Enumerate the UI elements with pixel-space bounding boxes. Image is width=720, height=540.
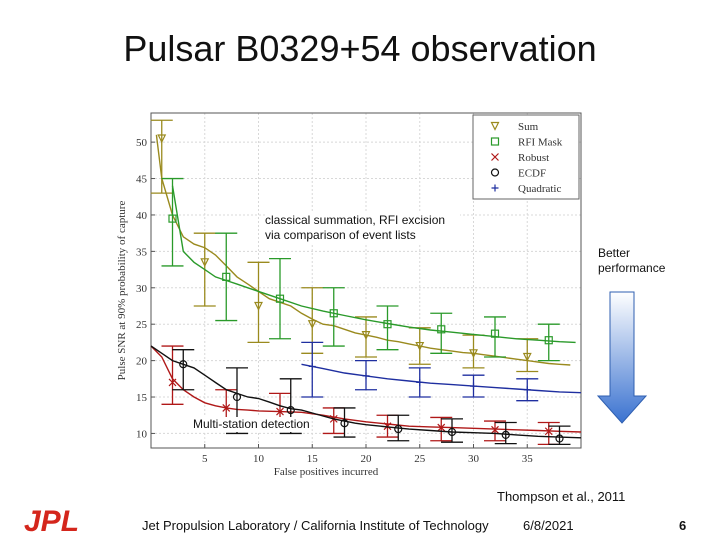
marker-ecdf bbox=[501, 430, 510, 439]
marker-rfi-mask bbox=[275, 294, 285, 303]
footer-institution: Jet Propulsion Laboratory / California I… bbox=[142, 518, 489, 533]
series-line-rfi-mask bbox=[171, 185, 576, 344]
marker-sum bbox=[254, 301, 263, 311]
marker-ecdf bbox=[555, 434, 564, 443]
marker-quadratic bbox=[308, 362, 316, 370]
marker-robust bbox=[544, 427, 553, 436]
x-tick-label: 5 bbox=[202, 453, 208, 465]
legend-marker-robust bbox=[491, 153, 499, 161]
series-line-ecdf bbox=[150, 345, 582, 439]
better-performance-label: Better performance bbox=[598, 246, 666, 275]
y-tick-label: 40 bbox=[136, 210, 148, 222]
marker-rfi-mask bbox=[544, 336, 553, 345]
marker-sum bbox=[415, 341, 425, 351]
legend-label-quadratic: Quadratic bbox=[518, 183, 561, 195]
y-tick-label: 30 bbox=[136, 283, 148, 295]
series-line-quadratic bbox=[301, 363, 582, 394]
marker-robust bbox=[437, 423, 446, 432]
annotation-classical-summation: classical summation, RFI excision via co… bbox=[265, 213, 460, 243]
series-line-robust bbox=[150, 345, 582, 433]
marker-sum bbox=[157, 134, 167, 144]
legend-label-rfi-mask: RFI Mask bbox=[518, 137, 563, 149]
marker-ecdf bbox=[286, 406, 295, 415]
marker-ecdf bbox=[179, 360, 188, 369]
marker-robust bbox=[168, 378, 177, 387]
marker-robust bbox=[491, 425, 499, 434]
marker-quadratic bbox=[470, 382, 477, 390]
y-tick-label: 20 bbox=[136, 356, 148, 368]
marker-quadratic bbox=[362, 372, 370, 380]
jpl-logo-text: JPL bbox=[24, 508, 79, 534]
marker-robust bbox=[276, 407, 284, 416]
chart: 5 10 15 20 25 30 35 10 15 20 25 30 35 40 45 50 False pos… bbox=[116, 112, 582, 478]
jpl-logo: JPL bbox=[24, 508, 79, 534]
marker-robust bbox=[383, 422, 392, 431]
legend-label-sum: Sum bbox=[518, 121, 539, 133]
slide-title: Pulsar B0329+54 observation bbox=[123, 28, 597, 69]
x-tick-label: 20 bbox=[361, 453, 373, 465]
marker-rfi-mask bbox=[329, 309, 338, 318]
marker-ecdf bbox=[340, 419, 349, 428]
marker-quadratic bbox=[416, 378, 424, 386]
y-tick-label: 45 bbox=[136, 174, 148, 186]
marker-ecdf bbox=[232, 392, 242, 402]
y-tick-label: 10 bbox=[136, 428, 148, 440]
marker-sum bbox=[200, 258, 210, 268]
legend-marker-ecdf bbox=[490, 168, 500, 177]
x-tick-label: 30 bbox=[468, 453, 480, 465]
marker-sum bbox=[361, 331, 371, 340]
y-tick-label: 50 bbox=[136, 137, 148, 149]
marker-ecdf bbox=[447, 427, 457, 437]
footer-date: 6/8/2021 bbox=[523, 518, 574, 533]
y-tick-label: 35 bbox=[136, 246, 148, 258]
marker-rfi-mask bbox=[383, 320, 392, 329]
legend-label-ecdf: ECDF bbox=[518, 168, 546, 180]
marker-sum bbox=[307, 320, 317, 330]
legend-box bbox=[472, 114, 580, 200]
x-axis-label: False positives incurred bbox=[274, 466, 379, 478]
marker-sum bbox=[522, 352, 532, 362]
legend-marker-rfi-mask bbox=[490, 137, 500, 146]
annotation-multi-station: Multi-station detection bbox=[193, 417, 310, 432]
x-tick-label: 25 bbox=[414, 453, 426, 465]
y-axis-label: Pulse SNR at 90% probability of capture bbox=[116, 201, 128, 381]
legend-marker-quadratic bbox=[491, 184, 499, 192]
x-tick-label: 15 bbox=[307, 453, 319, 465]
y-tick-label: 15 bbox=[136, 392, 148, 404]
plot-area: 5 10 15 20 25 30 35 10 15 20 25 30 35 40 45 50 False pos… bbox=[116, 112, 582, 478]
marker-ecdf bbox=[394, 424, 403, 434]
marker-rfi-mask bbox=[168, 214, 177, 223]
legend-label-robust: Robust bbox=[518, 152, 549, 164]
page-number: 6 bbox=[679, 518, 687, 533]
legend-marker-sum bbox=[490, 121, 500, 131]
footer: JPL Jet Propulsion Laboratory / Californ… bbox=[0, 508, 720, 540]
marker-robust bbox=[222, 404, 231, 412]
marker-sum bbox=[469, 349, 478, 359]
y-tick-label: 25 bbox=[136, 319, 148, 331]
x-tick-label: 35 bbox=[522, 453, 534, 465]
marker-rfi-mask bbox=[437, 325, 446, 334]
marker-rfi-mask bbox=[490, 329, 500, 338]
x-tick-label: 10 bbox=[253, 453, 265, 465]
citation: Thompson et al., 2011 bbox=[497, 489, 626, 504]
marker-rfi-mask bbox=[222, 272, 231, 281]
marker-quadratic bbox=[523, 386, 531, 394]
down-arrow-icon bbox=[596, 291, 648, 424]
